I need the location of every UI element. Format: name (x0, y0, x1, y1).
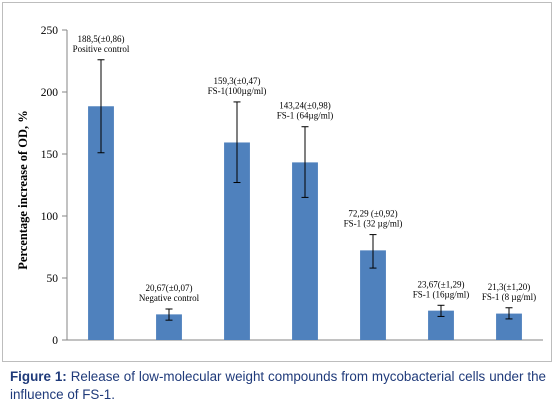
data-value-label: 23,67(±1,29) (418, 279, 465, 289)
chart-area: 0 50 100 150 200 250 Percentage increase of OD… (2, 2, 552, 362)
y-tick-label: 100 (41, 211, 59, 223)
bar-chart: 0 50 100 150 200 250 Percentage increase of OD… (16, 25, 543, 347)
y-tick-label: 0 (52, 335, 58, 347)
data-value-label: 21,3(±1,20) (488, 282, 530, 292)
data-value-label: 72,29 (±0,92) (348, 209, 397, 219)
figure-caption: Figure 1: Release of low-molecular weigh… (10, 368, 546, 404)
category-label: Negative control (139, 293, 200, 303)
y-tick-label: 250 (41, 25, 59, 37)
category-label: Positive control (73, 44, 130, 54)
data-value-label: 159,3(±0,47) (214, 76, 261, 86)
category-label: FS-1 (8 µg/ml) (482, 292, 536, 302)
y-tick-label: 50 (47, 273, 59, 285)
category-label: FS-1 (32 µg/ml) (344, 219, 403, 229)
caption-label: Figure 1: (10, 369, 67, 384)
y-axis-title: Percentage increase of OD, % (16, 110, 30, 270)
category-label: FS-1 (64µg/ml) (277, 111, 333, 121)
y-tick-label: 150 (41, 149, 59, 161)
data-value-label: 20,67(±0,07) (146, 283, 193, 293)
category-label: FS-1(100µg/ml) (208, 86, 267, 96)
data-value-label: 143,24(±0,98) (279, 101, 330, 111)
y-tick-label: 200 (41, 87, 59, 99)
data-value-label: 188,5(±0,86) (78, 34, 125, 44)
caption-text: Release of low-molecular weight compound… (10, 369, 546, 402)
category-label: FS-1 (16µg/ml) (413, 289, 469, 299)
